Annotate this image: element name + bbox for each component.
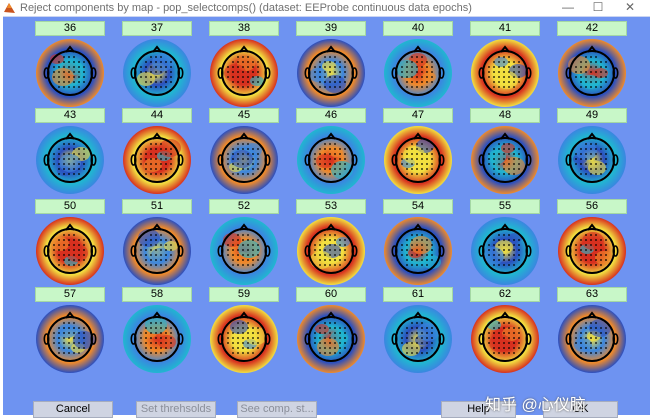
component-button[interactable]: 45 [209,108,279,123]
component-button[interactable]: 43 [35,108,105,123]
scalp-map[interactable] [553,303,631,373]
scalp-map[interactable] [466,215,544,285]
scalp-map[interactable] [205,37,283,107]
scalp-map[interactable] [118,215,196,285]
set-thresholds-button[interactable]: Set threhsolds [136,401,216,418]
component-button[interactable]: 50 [35,199,105,214]
component-button[interactable]: 49 [557,108,627,123]
component-button[interactable]: 54 [383,199,453,214]
component-maps-panel: 36 37 38 39 40 41 42 43 44 45 46 47 48 49 50 51 52 53 54 55… [3,16,650,418]
scalp-map[interactable] [466,37,544,107]
scalp-map[interactable] [292,124,370,194]
component-button[interactable]: 46 [296,108,366,123]
scalp-map[interactable] [292,215,370,285]
scalp-map[interactable] [118,124,196,194]
scalp-map[interactable] [118,303,196,373]
minimize-button[interactable]: — [562,0,574,14]
component-button[interactable]: 56 [557,199,627,214]
see-comp-stats-button[interactable]: See comp. st... [237,401,317,418]
component-button[interactable]: 48 [470,108,540,123]
component-button[interactable]: 59 [209,287,279,302]
component-button[interactable]: 62 [470,287,540,302]
component-button[interactable]: 52 [209,199,279,214]
component-button[interactable]: 40 [383,21,453,36]
component-button[interactable]: 36 [35,21,105,36]
matlab-app-icon [4,3,15,13]
scalp-map[interactable] [31,37,109,107]
scalp-map[interactable] [31,303,109,373]
component-button[interactable]: 38 [209,21,279,36]
component-button[interactable]: 63 [557,287,627,302]
component-button[interactable]: 47 [383,108,453,123]
component-button[interactable]: 44 [122,108,192,123]
component-button[interactable]: 55 [470,199,540,214]
scalp-map[interactable] [379,303,457,373]
cancel-button[interactable]: Cancel [33,401,113,418]
close-button[interactable]: ✕ [624,0,636,14]
scalp-map[interactable] [118,37,196,107]
title-bar: Reject components by map - pop_selectcom… [0,0,650,16]
window-title: Reject components by map - pop_selectcom… [20,2,472,14]
scalp-map[interactable] [553,37,631,107]
scalp-map[interactable] [466,303,544,373]
component-button[interactable]: 37 [122,21,192,36]
scalp-map[interactable] [379,37,457,107]
scalp-map[interactable] [31,124,109,194]
component-button[interactable]: 58 [122,287,192,302]
scalp-map[interactable] [292,303,370,373]
component-button[interactable]: 41 [470,21,540,36]
component-button[interactable]: 61 [383,287,453,302]
component-button[interactable]: 57 [35,287,105,302]
scalp-map[interactable] [553,215,631,285]
scalp-map[interactable] [553,124,631,194]
scalp-map[interactable] [292,37,370,107]
component-button[interactable]: 51 [122,199,192,214]
scalp-map[interactable] [205,303,283,373]
scalp-map[interactable] [379,215,457,285]
scalp-map[interactable] [205,215,283,285]
scalp-map[interactable] [466,124,544,194]
maximize-button[interactable]: ☐ [592,0,604,14]
watermark-text: 知乎 @心仪脑 [485,397,586,414]
component-button[interactable]: 60 [296,287,366,302]
component-button[interactable]: 42 [557,21,627,36]
component-button[interactable]: 39 [296,21,366,36]
scalp-map[interactable] [205,124,283,194]
component-button[interactable]: 53 [296,199,366,214]
scalp-map[interactable] [31,215,109,285]
scalp-map[interactable] [379,124,457,194]
